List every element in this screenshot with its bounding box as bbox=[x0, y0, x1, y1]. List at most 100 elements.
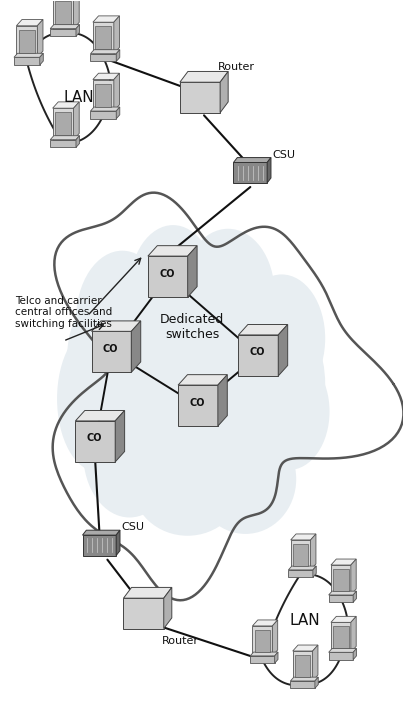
Text: LAN: LAN bbox=[289, 613, 320, 628]
Polygon shape bbox=[74, 0, 79, 29]
Polygon shape bbox=[329, 653, 353, 660]
Polygon shape bbox=[290, 677, 318, 681]
Ellipse shape bbox=[133, 434, 242, 536]
Polygon shape bbox=[353, 648, 356, 660]
Polygon shape bbox=[114, 73, 120, 111]
Polygon shape bbox=[295, 655, 310, 677]
Polygon shape bbox=[148, 256, 188, 297]
Polygon shape bbox=[238, 335, 278, 376]
Polygon shape bbox=[331, 559, 356, 565]
Polygon shape bbox=[329, 595, 353, 602]
Ellipse shape bbox=[248, 353, 330, 470]
Ellipse shape bbox=[238, 274, 325, 402]
Polygon shape bbox=[115, 411, 124, 462]
Polygon shape bbox=[178, 375, 227, 385]
Ellipse shape bbox=[57, 325, 138, 472]
Polygon shape bbox=[74, 102, 79, 140]
Text: CSU: CSU bbox=[122, 523, 145, 533]
Polygon shape bbox=[40, 53, 43, 65]
Polygon shape bbox=[19, 30, 35, 53]
Text: Dedicated
switches: Dedicated switches bbox=[160, 313, 224, 341]
Polygon shape bbox=[50, 24, 80, 29]
Polygon shape bbox=[288, 566, 316, 570]
Polygon shape bbox=[180, 82, 220, 113]
Polygon shape bbox=[50, 136, 80, 140]
Polygon shape bbox=[164, 587, 172, 629]
Text: Router: Router bbox=[218, 62, 255, 73]
Polygon shape bbox=[234, 157, 271, 162]
Polygon shape bbox=[293, 645, 318, 651]
Ellipse shape bbox=[76, 251, 168, 390]
Polygon shape bbox=[76, 421, 115, 462]
Polygon shape bbox=[55, 113, 71, 136]
Polygon shape bbox=[220, 72, 228, 113]
Polygon shape bbox=[148, 246, 197, 256]
Polygon shape bbox=[90, 50, 120, 54]
Text: Telco and carrier
central offices and
switching facilities: Telco and carrier central offices and sw… bbox=[15, 296, 112, 329]
Polygon shape bbox=[288, 570, 313, 577]
Polygon shape bbox=[82, 535, 116, 556]
Text: CO: CO bbox=[250, 348, 265, 358]
Polygon shape bbox=[76, 24, 80, 37]
Polygon shape bbox=[37, 19, 43, 57]
Ellipse shape bbox=[83, 390, 176, 518]
Polygon shape bbox=[82, 530, 120, 535]
Polygon shape bbox=[275, 652, 278, 663]
Polygon shape bbox=[55, 1, 71, 24]
Polygon shape bbox=[333, 569, 349, 591]
Polygon shape bbox=[331, 616, 356, 623]
Polygon shape bbox=[329, 648, 356, 653]
Ellipse shape bbox=[195, 424, 296, 534]
Polygon shape bbox=[76, 411, 124, 421]
Polygon shape bbox=[93, 80, 114, 111]
Polygon shape bbox=[93, 73, 120, 80]
Polygon shape bbox=[90, 107, 120, 111]
Polygon shape bbox=[50, 140, 76, 147]
Polygon shape bbox=[116, 107, 120, 118]
Text: CSU: CSU bbox=[272, 150, 295, 160]
Polygon shape bbox=[116, 530, 120, 556]
Polygon shape bbox=[188, 246, 197, 297]
Polygon shape bbox=[95, 27, 112, 50]
Polygon shape bbox=[267, 157, 271, 183]
Polygon shape bbox=[14, 53, 43, 57]
Polygon shape bbox=[291, 540, 311, 570]
Polygon shape bbox=[250, 656, 275, 663]
Ellipse shape bbox=[182, 229, 274, 357]
Polygon shape bbox=[331, 565, 351, 595]
Polygon shape bbox=[255, 630, 270, 652]
Polygon shape bbox=[90, 111, 116, 118]
Ellipse shape bbox=[67, 293, 148, 421]
Polygon shape bbox=[278, 325, 288, 376]
Polygon shape bbox=[353, 591, 356, 602]
Polygon shape bbox=[313, 566, 316, 577]
Polygon shape bbox=[218, 375, 227, 426]
Polygon shape bbox=[293, 544, 308, 566]
Polygon shape bbox=[93, 22, 114, 54]
Polygon shape bbox=[76, 136, 80, 147]
Polygon shape bbox=[311, 534, 316, 570]
Polygon shape bbox=[50, 29, 76, 37]
Polygon shape bbox=[272, 620, 278, 656]
Text: CO: CO bbox=[159, 269, 175, 279]
Polygon shape bbox=[95, 84, 112, 107]
Polygon shape bbox=[17, 19, 43, 26]
Text: Router: Router bbox=[162, 635, 199, 645]
Polygon shape bbox=[178, 385, 218, 426]
Ellipse shape bbox=[130, 225, 217, 353]
Polygon shape bbox=[238, 325, 288, 335]
Polygon shape bbox=[351, 616, 356, 653]
Polygon shape bbox=[333, 626, 349, 648]
Polygon shape bbox=[331, 623, 351, 653]
Polygon shape bbox=[93, 16, 120, 22]
Polygon shape bbox=[14, 57, 40, 65]
Polygon shape bbox=[90, 54, 116, 62]
Text: LAN: LAN bbox=[64, 90, 95, 105]
Polygon shape bbox=[92, 321, 141, 331]
Text: CO: CO bbox=[86, 434, 102, 443]
Polygon shape bbox=[329, 591, 356, 595]
Text: CO: CO bbox=[189, 398, 205, 408]
Polygon shape bbox=[313, 645, 318, 681]
Polygon shape bbox=[53, 0, 74, 29]
Polygon shape bbox=[252, 626, 272, 656]
